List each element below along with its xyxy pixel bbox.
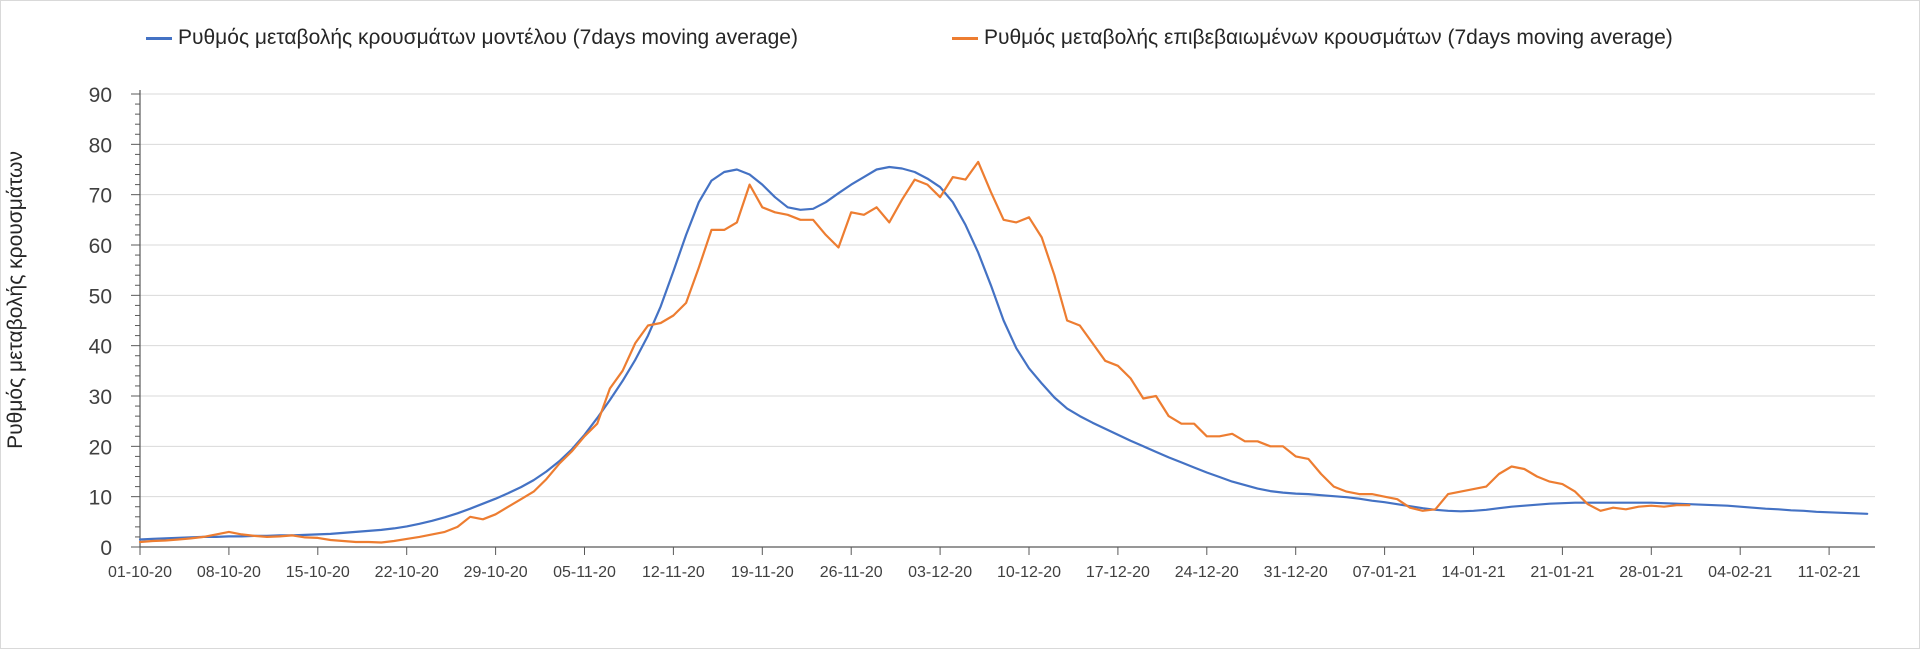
x-tick-label-11-02-21: 11-02-21 — [1798, 564, 1861, 581]
y-tick-label-30: 30 — [89, 386, 112, 409]
x-tick-label-17-12-20: 17-12-20 — [1086, 564, 1150, 581]
legend-label-model: Ρυθμός μεταβολής κρουσμάτων μοντέλου (7d… — [178, 26, 798, 49]
x-tick-label-29-10-20: 29-10-20 — [464, 564, 528, 581]
y-tick-label-40: 40 — [89, 336, 112, 359]
x-tick-label-12-11-20: 12-11-20 — [642, 564, 705, 581]
x-tick-label-22-10-20: 22-10-20 — [375, 564, 439, 581]
legend-item-confirmed: Ρυθμός μεταβολής επιβεβαιωμένων κρουσμάτ… — [952, 26, 1673, 50]
series-line-confirmed — [138, 160, 1691, 544]
legend-item-model: Ρυθμός μεταβολής κρουσμάτων μοντέλου (7d… — [146, 26, 798, 50]
legend-swatch-model — [146, 36, 172, 40]
x-tick-label-07-01-21: 07-01-21 — [1353, 564, 1417, 581]
x-tick-label-24-12-20: 24-12-20 — [1175, 564, 1239, 581]
x-tick-label-08-10-20: 08-10-20 — [197, 564, 261, 581]
x-tick-label-03-12-20: 03-12-20 — [908, 564, 972, 581]
series-line-model — [138, 165, 1869, 541]
x-tick-label-31-12-20: 31-12-20 — [1264, 564, 1328, 581]
legend: Ρυθμός μεταβολής κρουσμάτων μοντέλου (7d… — [0, 26, 1920, 62]
y-tick-label-90: 90 — [89, 84, 112, 107]
x-tick-label-15-10-20: 15-10-20 — [286, 564, 350, 581]
x-tick-label-05-11-20: 05-11-20 — [553, 564, 616, 581]
y-tick-label-80: 80 — [89, 134, 112, 157]
y-tick-label-10: 10 — [89, 487, 112, 510]
x-tick-label-01-10-20: 01-10-20 — [108, 564, 172, 581]
x-tick-label-04-02-21: 04-02-21 — [1708, 564, 1772, 581]
y-tick-label-0: 0 — [100, 537, 112, 560]
x-tick-label-28-01-21: 28-01-21 — [1619, 564, 1683, 581]
x-tick-label-19-11-20: 19-11-20 — [731, 564, 794, 581]
y-tick-label-70: 70 — [89, 185, 112, 208]
x-tick-label-10-12-20: 10-12-20 — [997, 564, 1061, 581]
x-tick-label-26-11-20: 26-11-20 — [820, 564, 883, 581]
y-tick-label-20: 20 — [89, 436, 112, 459]
legend-swatch-confirmed — [952, 36, 978, 40]
x-tick-label-21-01-21: 21-01-21 — [1530, 564, 1594, 581]
legend-label-confirmed: Ρυθμός μεταβολής επιβεβαιωμένων κρουσμάτ… — [984, 26, 1673, 49]
x-tick-label-14-01-21: 14-01-21 — [1441, 564, 1505, 581]
y-tick-label-60: 60 — [89, 235, 112, 258]
y-tick-label-50: 50 — [89, 285, 112, 308]
